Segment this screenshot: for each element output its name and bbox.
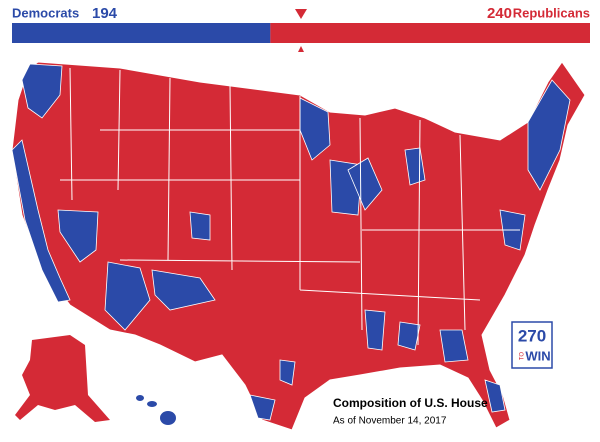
seat-segment — [12, 23, 271, 43]
mainland — [11, 61, 586, 431]
rep-seats: 240 — [487, 5, 512, 22]
state-lines — [60, 67, 520, 346]
caption-subtitle: As of November 14, 2017 — [333, 416, 447, 427]
majority-marker — [295, 9, 307, 19]
seat-segment — [270, 23, 590, 43]
caption-title: Composition of U.S. House — [333, 396, 488, 410]
majority-marker-low — [298, 46, 304, 52]
seat-bar — [12, 23, 590, 43]
logo-number: 270 — [518, 326, 546, 345]
logo-win: WIN — [525, 348, 550, 363]
dem-label: Democrats — [12, 5, 79, 20]
alaska — [15, 335, 110, 422]
hawaii — [136, 395, 176, 425]
logo: 270 TO WIN — [511, 321, 553, 369]
dem-seats: 194 — [92, 5, 118, 22]
rep-label: Republicans — [513, 5, 590, 20]
logo-to: TO — [520, 352, 526, 361]
